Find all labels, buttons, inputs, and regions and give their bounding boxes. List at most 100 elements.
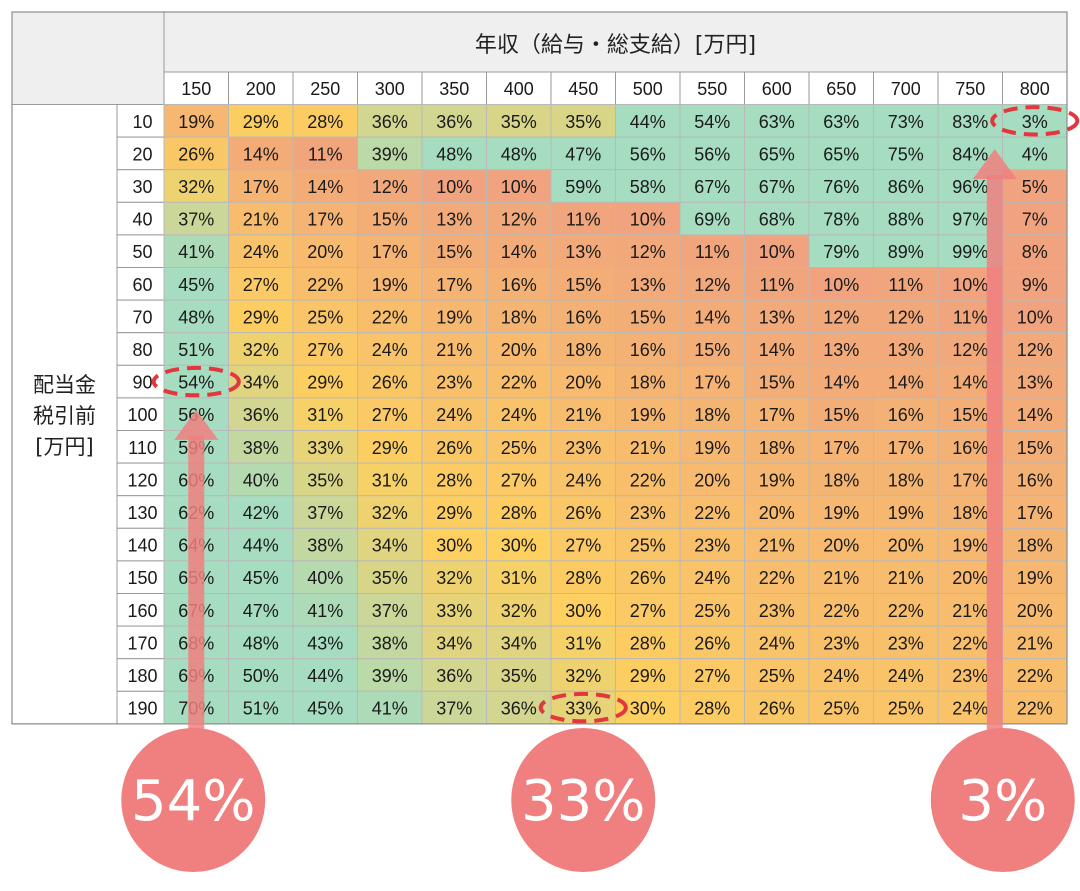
cell-value: 63% bbox=[823, 112, 859, 132]
cell-value: 20% bbox=[501, 340, 537, 360]
highlight-dashed-ellipse bbox=[151, 365, 241, 398]
cell-value: 36% bbox=[243, 405, 279, 425]
heat-cell bbox=[873, 136, 939, 171]
cell-value: 19% bbox=[372, 275, 408, 295]
row-header-cell bbox=[116, 104, 165, 138]
cell-value: 13% bbox=[565, 242, 601, 262]
cell-value: 24% bbox=[565, 470, 601, 490]
heat-cell bbox=[873, 104, 939, 138]
cell-value: 15% bbox=[630, 307, 666, 327]
highlight-bubble bbox=[121, 728, 266, 872]
heat-cell bbox=[486, 625, 552, 660]
heat-cell bbox=[163, 136, 229, 171]
heat-cell bbox=[744, 267, 810, 301]
heat-cell bbox=[421, 299, 487, 334]
cell-value: 21% bbox=[952, 601, 988, 621]
heat-cell bbox=[292, 397, 358, 431]
cell-value: 89% bbox=[888, 242, 924, 262]
heat-cell bbox=[421, 332, 487, 366]
cell-value: 22% bbox=[372, 307, 408, 327]
cell-value: 20% bbox=[694, 470, 730, 490]
cell-value: 97% bbox=[952, 210, 988, 230]
cell-value: 35% bbox=[307, 470, 343, 490]
corner-cell bbox=[11, 11, 165, 105]
cell-value: 13% bbox=[630, 275, 666, 295]
cell-value: 42% bbox=[243, 503, 279, 523]
cell-value: 22% bbox=[759, 568, 795, 588]
row-title-line: [万円] bbox=[35, 435, 93, 459]
cell-value: 32% bbox=[565, 666, 601, 686]
heat-cell bbox=[550, 462, 616, 497]
heat-cell bbox=[744, 430, 810, 464]
heat-cell bbox=[1002, 625, 1068, 660]
cell-value: 22% bbox=[307, 275, 343, 295]
cell-value: 50% bbox=[243, 666, 279, 686]
row-header: 180 bbox=[127, 666, 157, 686]
row-header-cell bbox=[116, 234, 165, 268]
heat-cell bbox=[486, 560, 552, 595]
cell-value: 24% bbox=[372, 340, 408, 360]
heat-cell bbox=[615, 267, 681, 301]
cell-value: 83% bbox=[952, 112, 988, 132]
cell-value: 5% bbox=[1022, 177, 1048, 197]
cell-value: 20% bbox=[952, 568, 988, 588]
heat-cell bbox=[679, 169, 745, 203]
heat-cell bbox=[292, 364, 358, 399]
heat-cell bbox=[550, 397, 616, 431]
heat-cell bbox=[744, 495, 810, 529]
heat-cell bbox=[679, 332, 745, 366]
cell-value: 88% bbox=[888, 210, 924, 230]
cell-value: 15% bbox=[952, 405, 988, 425]
cell-value: 15% bbox=[694, 340, 730, 360]
heat-cell bbox=[421, 462, 487, 497]
row-header: 120 bbox=[127, 470, 157, 490]
cell-value: 32% bbox=[372, 503, 408, 523]
cell-value: 10% bbox=[759, 242, 795, 262]
cell-value: 7% bbox=[1022, 210, 1048, 230]
cell-value: 22% bbox=[694, 503, 730, 523]
cell-value: 10% bbox=[630, 210, 666, 230]
heat-cell bbox=[679, 527, 745, 562]
row-header: 50 bbox=[132, 242, 152, 262]
highlight-arrow-shaft bbox=[986, 175, 1003, 739]
heat-cell bbox=[615, 201, 681, 236]
heat-cell bbox=[808, 593, 874, 627]
cell-value: 17% bbox=[1017, 503, 1053, 523]
heat-cell bbox=[808, 690, 874, 725]
row-header: 190 bbox=[127, 699, 157, 719]
cell-value: 3% bbox=[1022, 112, 1048, 132]
cell-value: 26% bbox=[630, 568, 666, 588]
row-header-cell bbox=[116, 201, 165, 236]
heat-cell bbox=[163, 104, 229, 138]
heat-cell bbox=[1002, 234, 1068, 268]
column-header-cell bbox=[1002, 71, 1068, 105]
heat-cell bbox=[421, 430, 487, 464]
cell-value: 56% bbox=[694, 144, 730, 164]
cell-value: 25% bbox=[759, 666, 795, 686]
cell-value: 39% bbox=[372, 666, 408, 686]
cell-value: 21% bbox=[823, 568, 859, 588]
heat-cell bbox=[486, 495, 552, 529]
cell-value: 29% bbox=[436, 503, 472, 523]
cell-value: 25% bbox=[888, 699, 924, 719]
heat-cell bbox=[357, 234, 423, 268]
row-header-cell bbox=[116, 462, 165, 497]
cell-value: 23% bbox=[436, 373, 472, 393]
table-border bbox=[11, 11, 1068, 725]
heat-cell bbox=[744, 299, 810, 334]
highlight-dashed-ellipse bbox=[538, 691, 628, 724]
heat-cell bbox=[550, 136, 616, 171]
cell-value: 16% bbox=[952, 438, 988, 458]
cell-value: 32% bbox=[501, 601, 537, 621]
heat-cell bbox=[873, 527, 939, 562]
cell-value: 96% bbox=[952, 177, 988, 197]
cell-value: 21% bbox=[888, 568, 924, 588]
cell-value: 18% bbox=[1017, 536, 1053, 556]
heat-cell bbox=[1002, 690, 1068, 725]
cell-value: 23% bbox=[952, 666, 988, 686]
row-header-cell bbox=[116, 136, 165, 171]
cell-value: 21% bbox=[759, 536, 795, 556]
highlight-arrow-head bbox=[174, 409, 219, 440]
cell-value: 22% bbox=[952, 633, 988, 653]
heat-cell bbox=[228, 299, 294, 334]
